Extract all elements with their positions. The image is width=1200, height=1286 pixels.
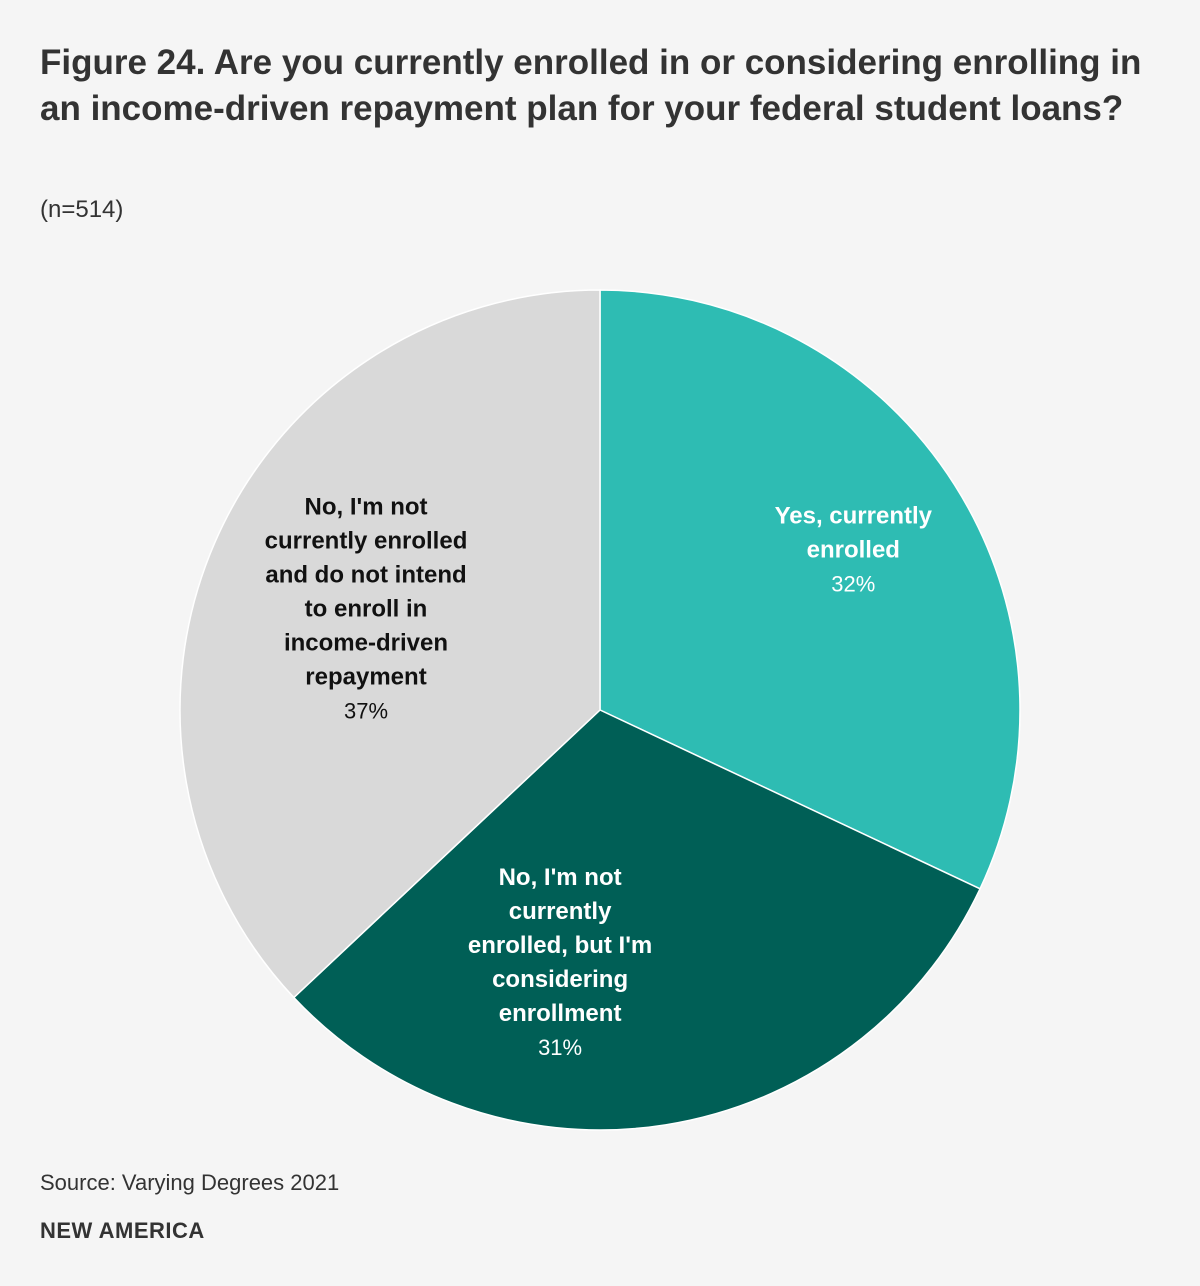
pie-labels: Yes, currently enrolled 32% No, I'm not curr… [265,494,933,1060]
pie-slices [179,289,1021,1131]
slice-label-1: Yes, currently enrolled [775,502,933,563]
brand-logo: NEW AMERICA [40,1218,205,1243]
pie-slice-2 [292,709,982,1131]
slice-label-3: No, I'm not currently enrolled and do not … [265,494,468,691]
slice-value-2: 31% [538,1035,582,1060]
chart-subtitle: (n=514) [40,196,124,223]
chart-title: Figure 24. Are you currently enrolled in… [40,43,1142,128]
slice-value-1: 32% [831,571,875,596]
source-note: Source: Varying Degrees 2021 [40,1170,340,1195]
slice-value-3: 37% [344,699,388,724]
pie-slice-1 [599,289,1021,890]
slice-label-2: No, I'm not currently enrolled, but I'm con… [468,864,652,1027]
pie-slice-3 [179,289,601,999]
